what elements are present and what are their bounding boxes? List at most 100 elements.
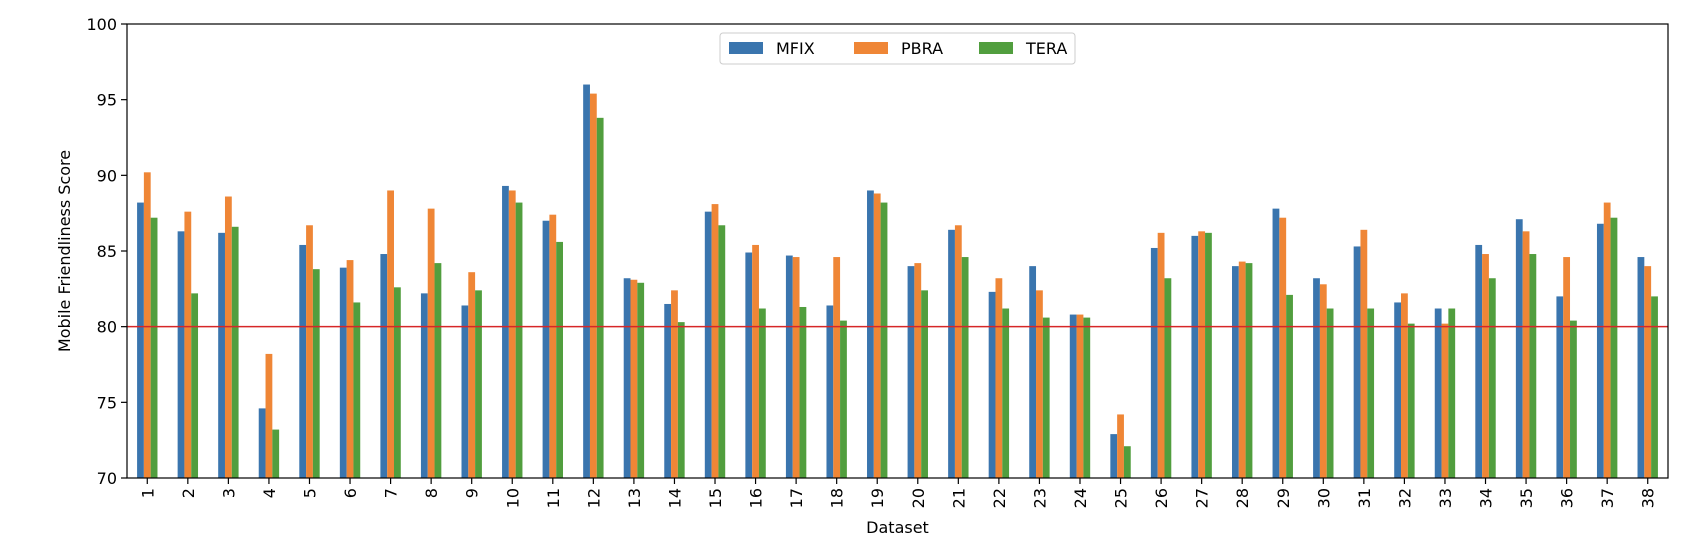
bar-tera-19	[880, 202, 888, 478]
y-axis-title: Mobile Friendliness Score	[55, 150, 74, 352]
bar-pbra-13	[630, 279, 638, 478]
bar-pbra-23	[1036, 290, 1043, 478]
x-axis-title: Dataset	[866, 518, 929, 537]
bar-tera-16	[758, 308, 766, 478]
x-tick-label-25: 25	[1112, 488, 1131, 508]
bar-pbra-35	[1522, 231, 1530, 478]
bar-tera-30	[1326, 308, 1334, 478]
x-tick-label-18: 18	[828, 488, 847, 508]
bar-pbra-12	[589, 93, 597, 479]
x-tick-label-26: 26	[1152, 488, 1171, 508]
bar-tera-12	[596, 117, 604, 478]
legend-swatch-mfix	[729, 42, 763, 54]
x-tick-label-35: 35	[1517, 488, 1536, 508]
bar-tera-33	[1448, 308, 1456, 478]
x-tick-label-6: 6	[341, 488, 360, 498]
x-tick-label-15: 15	[706, 488, 725, 508]
x-tick-label-21: 21	[949, 488, 968, 508]
bar-pbra-1	[143, 172, 151, 478]
x-tick-label-10: 10	[503, 488, 522, 508]
bar-mfix-7	[380, 254, 388, 478]
x-tick-label-11: 11	[544, 488, 563, 508]
bar-tera-1	[150, 217, 158, 478]
bar-pbra-9	[468, 272, 476, 478]
bar-mfix-36	[1556, 296, 1564, 478]
bar-tera-26	[1164, 278, 1172, 478]
bar-pbra-11	[549, 214, 557, 478]
bar-tera-2	[191, 293, 199, 478]
bar-tera-31	[1367, 308, 1375, 478]
x-tick-label-36: 36	[1558, 488, 1577, 508]
bar-pbra-20	[914, 263, 922, 478]
x-tick-label-29: 29	[1274, 488, 1293, 508]
bar-pbra-21	[954, 225, 962, 478]
bar-pbra-27	[1198, 231, 1206, 478]
bar-mfix-28	[1232, 266, 1239, 478]
bar-mfix-25	[1110, 434, 1118, 478]
bar-tera-29	[1286, 294, 1293, 478]
y-tick-label-95: 95	[97, 91, 117, 110]
bar-tera-23	[1042, 317, 1050, 478]
bar-tera-35	[1529, 254, 1537, 478]
bar-pbra-4	[265, 353, 273, 478]
bar-mfix-11	[542, 220, 550, 479]
x-tick-label-24: 24	[1071, 488, 1090, 508]
y-tick-label-75: 75	[97, 393, 117, 412]
x-tick-label-28: 28	[1233, 488, 1252, 508]
bar-mfix-32	[1394, 302, 1402, 478]
bar-pbra-33	[1441, 323, 1449, 478]
legend-label-tera: TERA	[1025, 39, 1067, 58]
bar-mfix-8	[420, 293, 428, 478]
bar-tera-15	[718, 225, 726, 478]
bar-pbra-30	[1319, 284, 1327, 478]
legend-label-mfix: MFIX	[776, 39, 815, 58]
x-tick-label-27: 27	[1193, 488, 1212, 508]
bar-tera-18	[840, 320, 847, 478]
y-tick-label-80: 80	[97, 318, 117, 337]
bar-mfix-38	[1637, 257, 1645, 478]
x-tick-label-19: 19	[868, 488, 887, 508]
x-tick-label-31: 31	[1355, 488, 1374, 508]
bar-tera-32	[1407, 323, 1415, 478]
bar-mfix-6	[339, 267, 347, 478]
bar-tera-4	[272, 429, 280, 478]
bar-tera-8	[434, 263, 442, 478]
legend-swatch-tera	[979, 42, 1013, 54]
bar-pbra-16	[752, 244, 759, 478]
x-tick-label-23: 23	[1030, 488, 1049, 508]
x-tick-label-5: 5	[300, 488, 319, 498]
bar-pbra-25	[1117, 414, 1124, 478]
bar-tera-7	[393, 287, 401, 478]
bar-mfix-33	[1434, 308, 1442, 478]
bar-pbra-34	[1482, 254, 1489, 478]
bar-pbra-3	[224, 196, 232, 478]
bar-pbra-6	[346, 260, 354, 478]
bar-mfix-12	[583, 84, 590, 478]
bar-pbra-15	[711, 204, 719, 478]
bar-tera-34	[1488, 278, 1496, 478]
bar-mfix-31	[1353, 246, 1361, 478]
bar-mfix-24	[1069, 314, 1077, 478]
bar-pbra-2	[184, 211, 192, 478]
bar-tera-13	[637, 282, 645, 478]
bar-pbra-38	[1644, 266, 1652, 478]
bar-pbra-5	[306, 225, 313, 478]
bar-tera-6	[353, 302, 361, 478]
bar-tera-28	[1245, 263, 1253, 478]
bar-mfix-14	[664, 303, 672, 478]
legend-frame	[719, 32, 1076, 65]
bars-layer	[137, 84, 1658, 479]
bar-mfix-18	[826, 305, 834, 478]
bar-tera-38	[1651, 296, 1658, 478]
bar-mfix-26	[1150, 247, 1158, 478]
bar-mfix-5	[299, 244, 307, 478]
bar-pbra-28	[1238, 261, 1246, 478]
bar-mfix-16	[745, 252, 753, 478]
x-tick-label-4: 4	[260, 488, 279, 498]
bar-pbra-17	[792, 257, 800, 478]
x-tick-label-20: 20	[909, 488, 928, 508]
bar-pbra-14	[671, 290, 678, 478]
bar-mfix-1	[137, 202, 144, 478]
x-tick-label-22: 22	[990, 488, 1009, 508]
